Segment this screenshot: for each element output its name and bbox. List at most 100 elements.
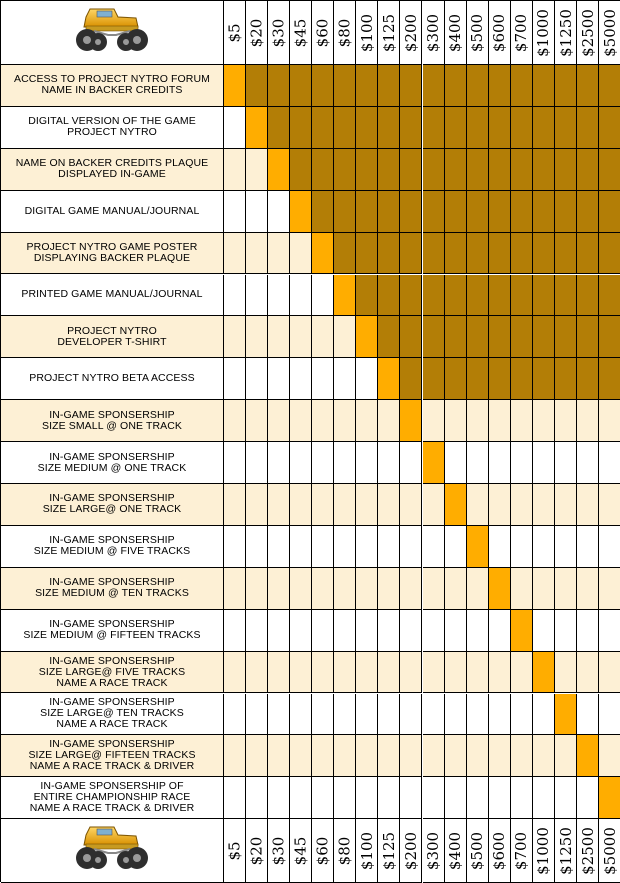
reward-cell xyxy=(334,484,357,526)
bottom-tier-label: $300 xyxy=(422,819,445,883)
reward-cell xyxy=(444,148,467,191)
reward-cell xyxy=(246,106,269,149)
reward-cell xyxy=(466,609,489,652)
reward-cell xyxy=(290,777,313,820)
reward-cell xyxy=(290,693,313,736)
reward-cell xyxy=(554,525,577,568)
reward-row-label: PROJECT NYTRO DEVELOPER T-SHIRT xyxy=(1,316,224,359)
reward-cell xyxy=(598,148,620,191)
reward-cell xyxy=(444,484,467,526)
reward-cell xyxy=(488,735,511,778)
bottom-tier-label: $125 xyxy=(378,819,401,883)
reward-row-label: IN-GAME SPONSERSHIP SIZE MEDIUM @ ONE TR… xyxy=(1,442,224,484)
reward-cell xyxy=(334,106,357,149)
reward-cell xyxy=(598,777,620,820)
reward-cell xyxy=(532,316,555,359)
reward-cell xyxy=(400,190,423,233)
reward-cell xyxy=(576,358,599,401)
bottom-tier-label: $2500 xyxy=(576,819,599,883)
reward-cell xyxy=(224,148,247,191)
reward-cell xyxy=(576,651,599,694)
reward-cell xyxy=(268,190,291,233)
reward-cell xyxy=(488,484,511,526)
reward-cell xyxy=(356,525,379,568)
reward-row-label: IN-GAME SPONSERSHIP SIZE LARGE@ FIVE TRA… xyxy=(1,651,224,694)
reward-cell xyxy=(400,274,423,317)
top-tier-label: $100 xyxy=(356,1,379,65)
reward-cell xyxy=(356,567,379,610)
reward-cell xyxy=(444,65,467,107)
tier-label-text: $300 xyxy=(424,831,443,870)
reward-cell xyxy=(312,525,335,568)
reward-cell xyxy=(268,777,291,820)
reward-cell xyxy=(510,106,533,149)
reward-cell xyxy=(532,651,555,694)
reward-cell xyxy=(444,609,467,652)
tier-label-text: $600 xyxy=(490,831,509,870)
reward-cell xyxy=(598,232,620,275)
reward-cell xyxy=(576,525,599,568)
reward-cell xyxy=(312,484,335,526)
reward-cell xyxy=(246,316,269,359)
reward-cell xyxy=(532,148,555,191)
reward-cell xyxy=(224,735,247,778)
reward-cell xyxy=(378,65,401,107)
reward-cell xyxy=(466,274,489,317)
top-logo-cell xyxy=(1,1,224,65)
reward-cell xyxy=(466,484,489,526)
reward-cell xyxy=(268,525,291,568)
reward-cell xyxy=(378,777,401,820)
reward-cell xyxy=(488,525,511,568)
reward-cell xyxy=(554,274,577,317)
reward-cell xyxy=(510,693,533,736)
reward-cell xyxy=(488,567,511,610)
reward-cell xyxy=(532,735,555,778)
reward-cell xyxy=(356,232,379,275)
reward-cell xyxy=(422,735,445,778)
reward-cell xyxy=(312,274,335,317)
reward-cell xyxy=(466,358,489,401)
reward-cell xyxy=(488,358,511,401)
reward-cell xyxy=(312,442,335,484)
reward-cell xyxy=(268,274,291,317)
top-tier-label: $1000 xyxy=(532,1,555,65)
reward-cell xyxy=(268,106,291,149)
reward-cell xyxy=(510,232,533,275)
reward-cell xyxy=(444,400,467,443)
reward-cell xyxy=(510,484,533,526)
tier-label-text: $600 xyxy=(490,13,509,52)
reward-row-label: IN-GAME SPONSERSHIP SIZE LARGE@ TEN TRAC… xyxy=(1,693,224,736)
tier-label-text: $45 xyxy=(291,18,310,47)
reward-cell xyxy=(554,65,577,107)
reward-cell xyxy=(532,190,555,233)
reward-cell xyxy=(444,106,467,149)
bottom-tier-label: $600 xyxy=(488,819,511,883)
reward-cell xyxy=(356,777,379,820)
reward-cell xyxy=(334,316,357,359)
reward-cell xyxy=(268,735,291,778)
reward-cell xyxy=(268,693,291,736)
tier-label-text: $5 xyxy=(225,841,244,861)
bottom-tier-label: $60 xyxy=(312,819,335,883)
reward-cell xyxy=(510,609,533,652)
reward-cell xyxy=(422,65,445,107)
reward-cell xyxy=(290,735,313,778)
reward-cell xyxy=(246,484,269,526)
reward-cell xyxy=(510,358,533,401)
reward-row-label: IN-GAME SPONSERSHIP SIZE LARGE@ FIFTEEN … xyxy=(1,735,224,778)
tier-label-text: $100 xyxy=(357,831,376,870)
reward-cell xyxy=(334,777,357,820)
reward-cell xyxy=(554,316,577,359)
reward-cell xyxy=(224,190,247,233)
reward-cell xyxy=(290,442,313,484)
reward-cell xyxy=(466,148,489,191)
reward-row-label: ACCESS TO PROJECT NYTRO FORUM NAME IN BA… xyxy=(1,65,224,107)
reward-cell xyxy=(378,609,401,652)
reward-cell xyxy=(224,316,247,359)
reward-cell xyxy=(356,148,379,191)
reward-cell xyxy=(532,400,555,443)
reward-cell xyxy=(224,106,247,149)
reward-cell xyxy=(510,651,533,694)
reward-cell xyxy=(554,693,577,736)
